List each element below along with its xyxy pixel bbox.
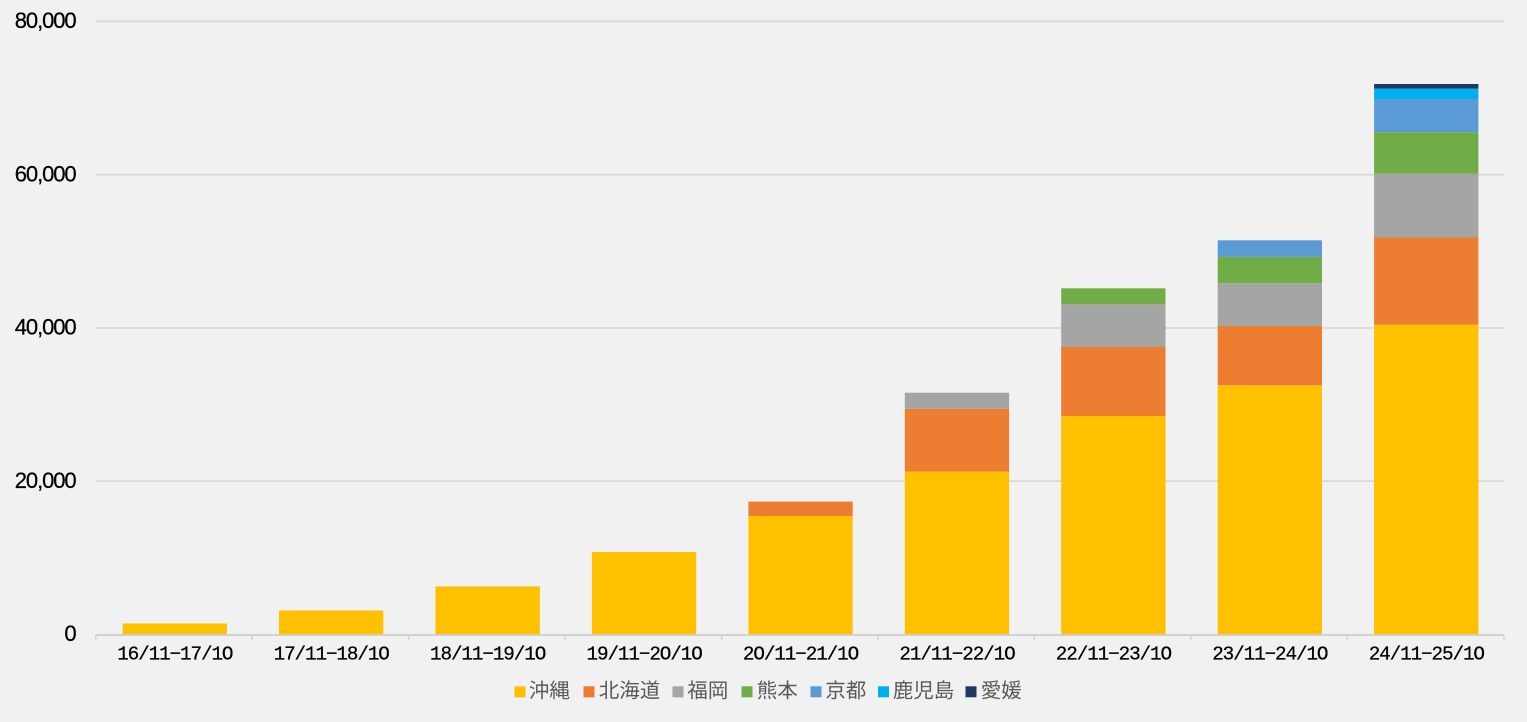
- svg-text:17/11−18/1O: 17/11−18/1O: [274, 643, 390, 665]
- svg-text:21/11−22/1O: 21/11−22/1O: [899, 643, 1015, 665]
- svg-text:0: 0: [64, 621, 76, 646]
- svg-text:2O/11−21/1O: 2O/11−21/1O: [743, 643, 859, 665]
- svg-text:20,000: 20,000: [15, 468, 77, 493]
- svg-text:60,000: 60,000: [15, 161, 77, 186]
- svg-text:80,000: 80,000: [15, 8, 77, 33]
- svg-text:23/11−24/1O: 23/11−24/1O: [1212, 643, 1328, 665]
- svg-text:24/11−25/1O: 24/11−25/1O: [1369, 643, 1485, 665]
- svg-text:19/11−2O/1O: 19/11−2O/1O: [587, 643, 703, 665]
- svg-text:16/11−17/1O: 16/11−17/1O: [117, 643, 233, 665]
- svg-text:18/11−19/1O: 18/11−19/1O: [430, 643, 546, 665]
- svg-text:22/11−23/1O: 22/11−23/1O: [1056, 643, 1172, 665]
- svg-text:40,000: 40,000: [15, 315, 77, 340]
